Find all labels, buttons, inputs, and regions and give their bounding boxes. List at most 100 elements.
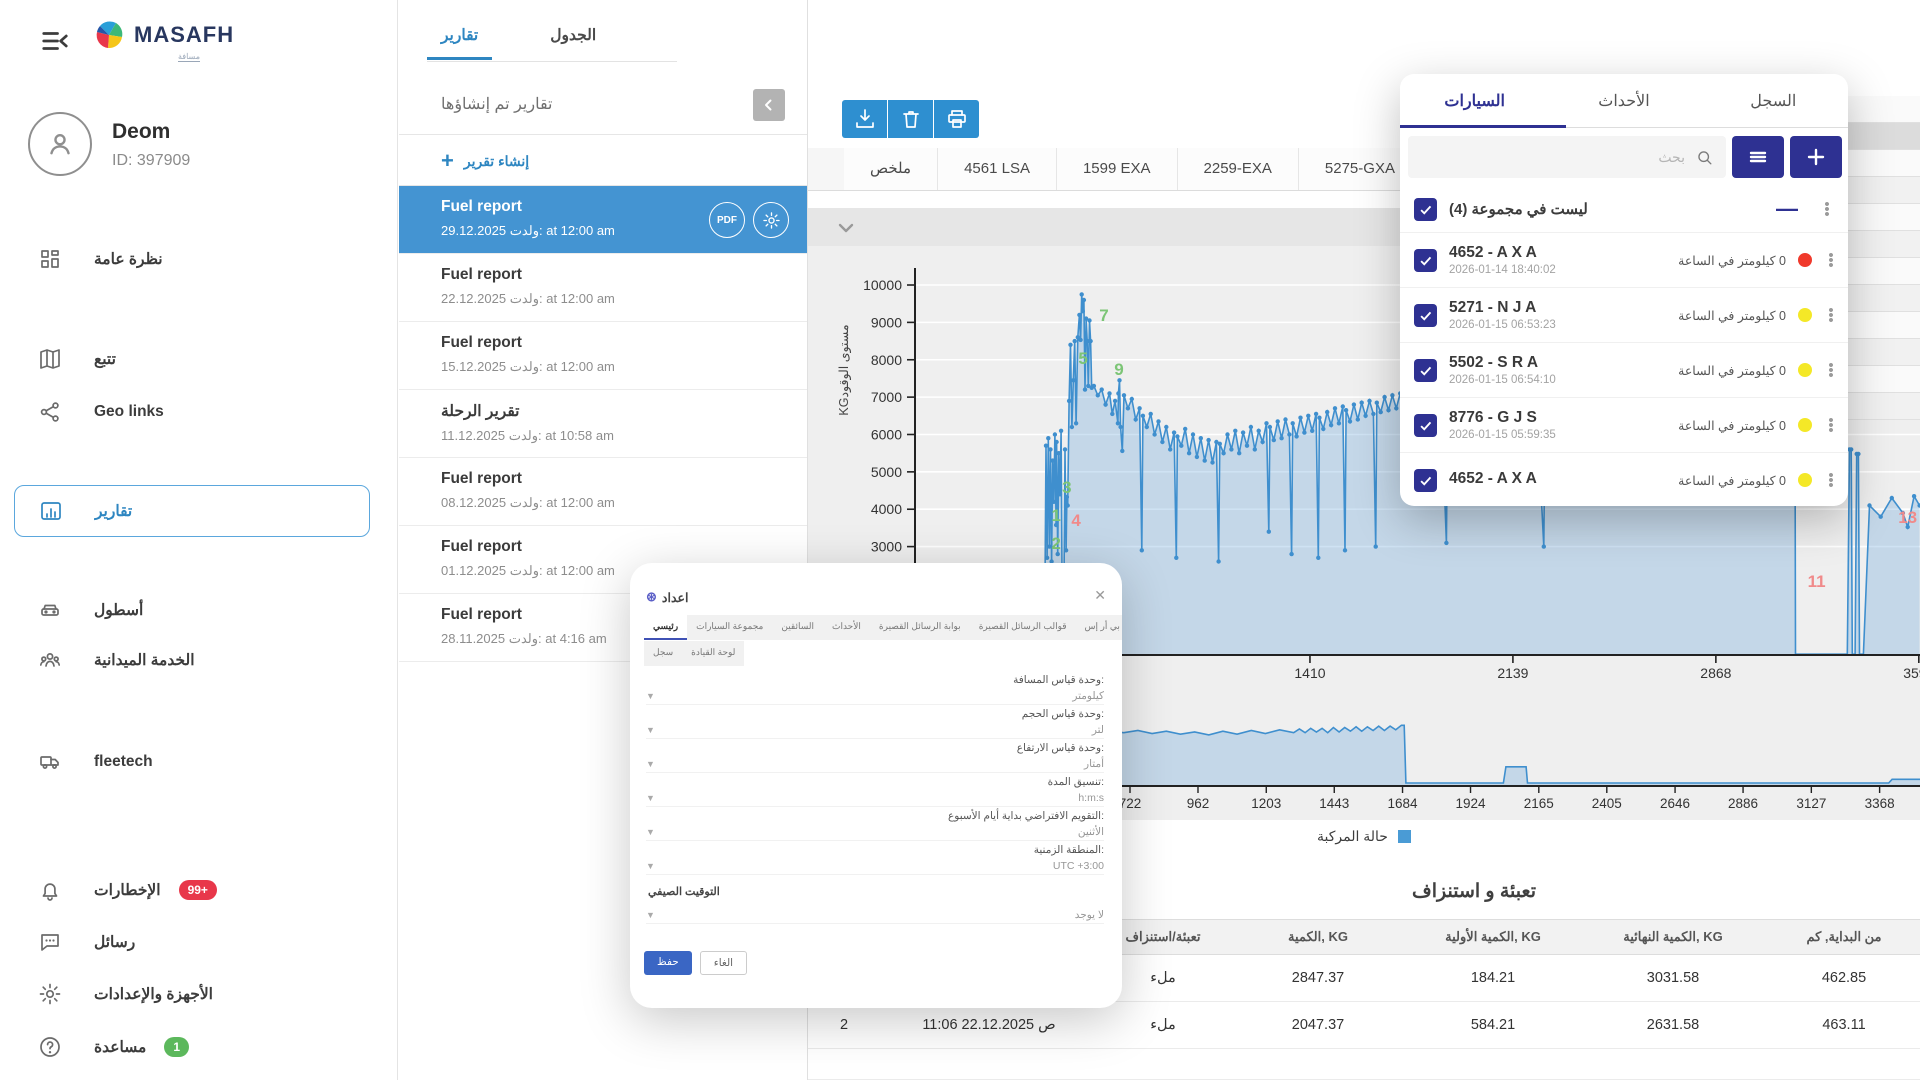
sidebar-item-track[interactable]: تتبع bbox=[14, 333, 370, 385]
field-select[interactable]: ▼h:m:s bbox=[646, 790, 1104, 807]
vehicle-row[interactable]: 4652 - A X A0 كيلومتر في الساعة••• bbox=[1400, 452, 1848, 506]
svg-text:9000: 9000 bbox=[871, 314, 902, 330]
svg-text:1924: 1924 bbox=[1456, 796, 1487, 811]
modal-tab[interactable]: لوحة القيادة bbox=[682, 641, 744, 666]
vehicle-row[interactable]: 4652 - A X A2026-01-14 18:40:020 كيلومتر… bbox=[1400, 232, 1848, 287]
dst-select[interactable]: ▼ لا يوجد bbox=[646, 907, 1104, 924]
vehicle-checkbox[interactable] bbox=[1414, 359, 1437, 382]
search-input[interactable]: بحث bbox=[1408, 136, 1726, 178]
events-strip-row bbox=[1848, 123, 1920, 150]
app-logo[interactable]: MASAFH مسافة bbox=[92, 18, 234, 52]
vehicle-plate: 5271 - N J A bbox=[1449, 299, 1556, 317]
group-menu-icon[interactable]: ••• bbox=[1820, 202, 1834, 217]
sidebar-item-field-service[interactable]: الخدمة الميدانية bbox=[14, 634, 370, 686]
vehicle-last-update: 2026-01-14 18:40:02 bbox=[1449, 264, 1556, 276]
avatar[interactable] bbox=[28, 112, 92, 176]
events-strip-row bbox=[1848, 258, 1920, 285]
vehicle-checkbox[interactable] bbox=[1414, 249, 1437, 272]
events-strip-row bbox=[1848, 231, 1920, 258]
vehicle-tab-4561-LSA[interactable]: 4561 LSA bbox=[938, 148, 1057, 190]
group-checkbox[interactable] bbox=[1414, 198, 1437, 221]
sidebar-item-devices-settings[interactable]: الأجهزة والإعدادات bbox=[14, 968, 370, 1020]
vehicle-checkbox[interactable] bbox=[1414, 414, 1437, 437]
create-report-button[interactable]: + إنشاء تقرير bbox=[441, 148, 529, 174]
sidebar-item-overview[interactable]: نظرة عامة bbox=[14, 233, 370, 285]
modal-tab[interactable]: بوابة الرسائل القصيرة bbox=[870, 615, 970, 640]
modal-tab[interactable]: مجموعة السيارات bbox=[687, 615, 772, 640]
sidebar-item-help[interactable]: مساعدة1 bbox=[14, 1021, 370, 1073]
sidebar-collapse-icon[interactable] bbox=[38, 26, 72, 56]
reports-panel-tab[interactable]: تقارير bbox=[427, 18, 492, 60]
sidebar-item-fleetech[interactable]: fleetech bbox=[14, 736, 370, 788]
vehicle-row[interactable]: 8776 - G J S2026-01-15 05:59:350 كيلومتر… bbox=[1400, 397, 1848, 452]
report-title: Fuel report bbox=[441, 334, 807, 352]
modal-tab[interactable]: الأحداث bbox=[823, 615, 870, 640]
list-view-button[interactable] bbox=[1732, 136, 1784, 178]
active-tab-underline bbox=[1400, 125, 1566, 128]
pdf-badge[interactable]: PDF bbox=[709, 202, 745, 238]
vehicle-plate: 4652 - A X A bbox=[1449, 244, 1556, 262]
reports-panel-tab[interactable]: الجدول bbox=[536, 18, 610, 60]
report-list-item[interactable]: تقرير الرحلة11.12.2025 ولدت: at 10:58 am bbox=[399, 390, 807, 458]
modal-tab[interactable]: قوالب الرسائل القصيرة bbox=[970, 615, 1076, 640]
vehicle-tab-ملخص[interactable]: ملخص bbox=[844, 148, 938, 190]
table-row[interactable] bbox=[808, 1049, 1920, 1080]
report-list-item[interactable]: Fuel report22.12.2025 ولدت: at 12:00 am bbox=[399, 254, 807, 322]
delete-button[interactable] bbox=[888, 100, 933, 138]
vehicle-row[interactable]: 5502 - S R A2026-01-15 06:54:100 كيلومتر… bbox=[1400, 342, 1848, 397]
field-select[interactable]: ▼أمتار bbox=[646, 756, 1104, 773]
vehicle-tab-2259-EXA[interactable]: 2259-EXA bbox=[1178, 148, 1299, 190]
svg-text:962: 962 bbox=[1187, 796, 1210, 811]
report-toolbar bbox=[842, 100, 979, 138]
sidebar-item-messages[interactable]: رسائل bbox=[14, 916, 370, 968]
save-button[interactable]: حفظ bbox=[644, 951, 692, 975]
close-icon[interactable]: ✕ bbox=[1094, 587, 1106, 604]
add-vehicle-button[interactable] bbox=[1790, 136, 1842, 178]
report-title: Fuel report bbox=[441, 266, 807, 284]
field-select[interactable]: ▼UTC +3:00 bbox=[646, 858, 1104, 875]
svg-text:KGمستوى الوقود: KGمستوى الوقود bbox=[837, 324, 852, 415]
field-select[interactable]: ▼كيلومتر bbox=[646, 688, 1104, 705]
svg-text:1443: 1443 bbox=[1319, 796, 1349, 811]
field-select[interactable]: ▼لتر bbox=[646, 722, 1104, 739]
popup-tab-السيارات[interactable]: السيارات bbox=[1400, 91, 1549, 111]
modal-tab[interactable]: قوالب جي بي أر إس bbox=[1076, 615, 1122, 640]
events-strip-row bbox=[1848, 393, 1920, 420]
collapse-panel-button[interactable] bbox=[753, 89, 785, 121]
chevron-down-icon[interactable] bbox=[834, 216, 858, 240]
print-button[interactable] bbox=[934, 100, 979, 138]
vehicle-menu-icon[interactable]: ••• bbox=[1824, 308, 1838, 323]
printer-icon bbox=[945, 107, 969, 131]
vehicle-menu-icon[interactable]: ••• bbox=[1824, 363, 1838, 378]
vehicle-checkbox[interactable] bbox=[1414, 469, 1437, 492]
modal-tab[interactable]: سجل bbox=[644, 641, 682, 666]
field-value: h:m:s bbox=[1078, 792, 1104, 804]
vehicle-tab-1599-EXA[interactable]: 1599 EXA bbox=[1057, 148, 1178, 190]
popup-tab-السجل[interactable]: السجل bbox=[1699, 91, 1848, 111]
sidebar-item-label: الأجهزة والإعدادات bbox=[94, 985, 213, 1004]
report-settings-gear-icon[interactable] bbox=[753, 202, 789, 238]
vehicle-checkbox[interactable] bbox=[1414, 304, 1437, 327]
svg-text:2646: 2646 bbox=[1660, 796, 1690, 811]
vehicle-menu-icon[interactable]: ••• bbox=[1824, 473, 1838, 488]
report-list-item[interactable]: Fuel report15.12.2025 ولدت: at 12:00 am bbox=[399, 322, 807, 390]
sidebar-item-reports[interactable]: تقارير bbox=[14, 485, 370, 537]
report-list-item[interactable]: Fuel report08.12.2025 ولدت: at 12:00 am bbox=[399, 458, 807, 526]
vehicles-popup: السياراتالأحداثالسجل بحث ليست في مجموعة … bbox=[1400, 74, 1848, 506]
modal-tab[interactable]: السائقين bbox=[772, 615, 823, 640]
report-list-item[interactable]: Fuel report29.12.2025 ولدت: at 12:00 amP… bbox=[399, 186, 807, 254]
cancel-button[interactable]: الغاء bbox=[700, 951, 747, 975]
vehicle-menu-icon[interactable]: ••• bbox=[1824, 418, 1838, 433]
popup-tab-الأحداث[interactable]: الأحداث bbox=[1549, 91, 1698, 111]
download-button[interactable] bbox=[842, 100, 887, 138]
collapse-group-icon[interactable]: — bbox=[1776, 196, 1798, 222]
vehicle-menu-icon[interactable]: ••• bbox=[1824, 253, 1838, 268]
sidebar-item-notifications[interactable]: الإخطارات99+ bbox=[14, 864, 370, 916]
svg-text:3: 3 bbox=[1062, 478, 1071, 497]
vehicle-row[interactable]: 5271 - N J A2026-01-15 06:53:230 كيلومتر… bbox=[1400, 287, 1848, 342]
sidebar-item-fleet[interactable]: أسطول bbox=[14, 584, 370, 636]
field-select[interactable]: ▼الأثنين bbox=[646, 824, 1104, 841]
table-row[interactable]: 211:06 22.12.2025 صملء2047.37584.212631.… bbox=[808, 1002, 1920, 1049]
modal-tab[interactable]: رئيسي bbox=[644, 615, 687, 640]
sidebar-item-geo-links[interactable]: Geo links bbox=[14, 386, 370, 438]
